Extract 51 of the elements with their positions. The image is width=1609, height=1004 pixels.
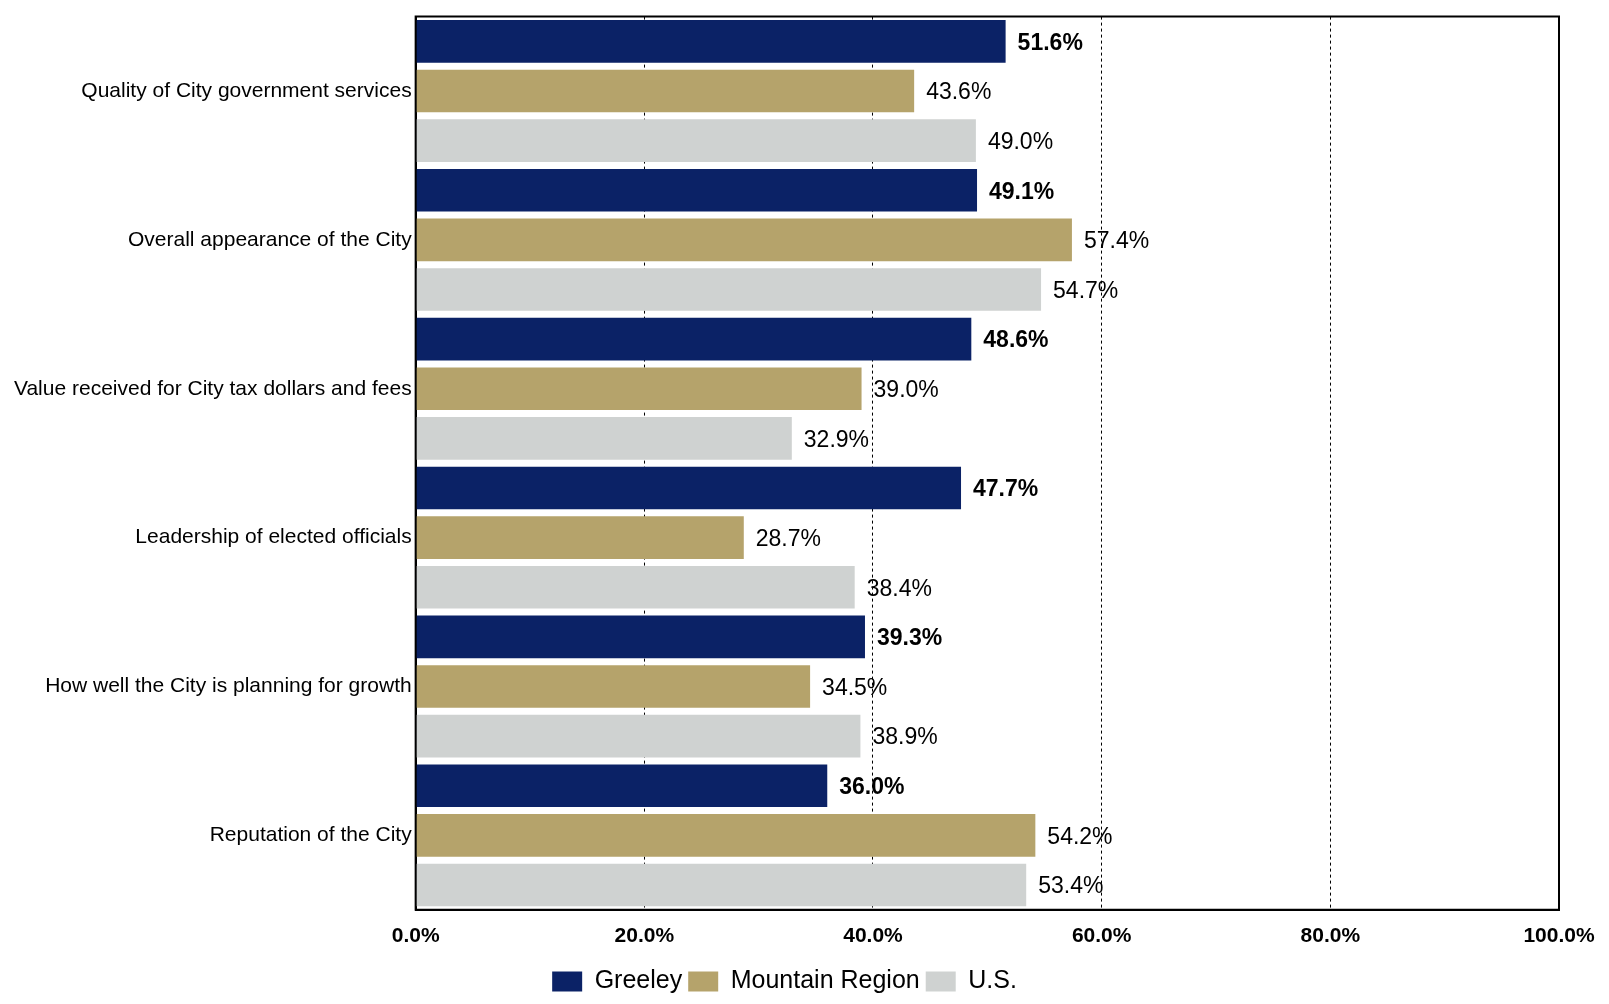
data-label: 34.5%	[822, 673, 888, 700]
data-label: 54.2%	[1047, 822, 1113, 849]
data-label: 49.1%	[989, 177, 1055, 204]
data-label: 47.7%	[973, 475, 1039, 502]
bar	[416, 367, 862, 411]
data-label: 54.7%	[1053, 276, 1119, 303]
data-label: 38.4%	[866, 574, 932, 601]
bar	[416, 69, 915, 113]
bar	[416, 615, 865, 659]
x-tick-label: 60.0%	[1071, 923, 1132, 947]
bar	[416, 168, 978, 212]
data-label: 53.4%	[1038, 872, 1104, 899]
y-tick-label: Overall appearance of the City	[127, 226, 413, 250]
data-label: 28.7%	[755, 524, 822, 551]
data-label: 32.9%	[803, 425, 870, 452]
data-label: 39.3%	[876, 624, 943, 651]
bar	[416, 268, 1042, 311]
bar	[416, 665, 811, 708]
bar	[416, 863, 1027, 907]
bar	[416, 516, 744, 559]
data-label: 43.6%	[926, 78, 992, 105]
y-tick-label: Reputation of the City	[209, 822, 413, 846]
legend-label: Mountain Region	[730, 965, 920, 994]
data-label: 36.0%	[839, 773, 905, 800]
data-label: 48.6%	[983, 326, 1049, 353]
bar	[416, 218, 1072, 262]
y-tick-label: Quality of City government services	[81, 77, 412, 101]
data-label: 38.9%	[872, 723, 938, 750]
bar	[416, 565, 855, 609]
bar	[416, 119, 976, 162]
legend-label: U.S.	[968, 965, 1017, 994]
bar	[416, 317, 972, 361]
y-tick-label: Value received for City tax dollars and fees	[13, 375, 412, 399]
legend-label: Greeley	[594, 965, 683, 994]
x-tick-label: 80.0%	[1300, 923, 1361, 947]
bar	[416, 20, 1006, 63]
data-label: 51.6%	[1017, 28, 1083, 55]
bar	[416, 764, 828, 808]
bar	[416, 714, 861, 758]
bar	[416, 466, 962, 510]
y-tick-label: How well the City is planning for growth	[45, 673, 412, 697]
bar	[416, 814, 1036, 857]
x-tick-label: 20.0%	[614, 923, 675, 947]
y-tick-label: Leadership of elected officials	[135, 524, 412, 548]
data-label: 49.0%	[987, 128, 1054, 154]
data-label: 57.4%	[1083, 227, 1150, 254]
x-tick-label: 0.0%	[391, 923, 440, 947]
x-tick-label: 40.0%	[843, 923, 904, 947]
x-tick-label: 100.0%	[1523, 923, 1595, 947]
data-label: 39.0%	[873, 376, 939, 403]
bar	[416, 417, 792, 460]
